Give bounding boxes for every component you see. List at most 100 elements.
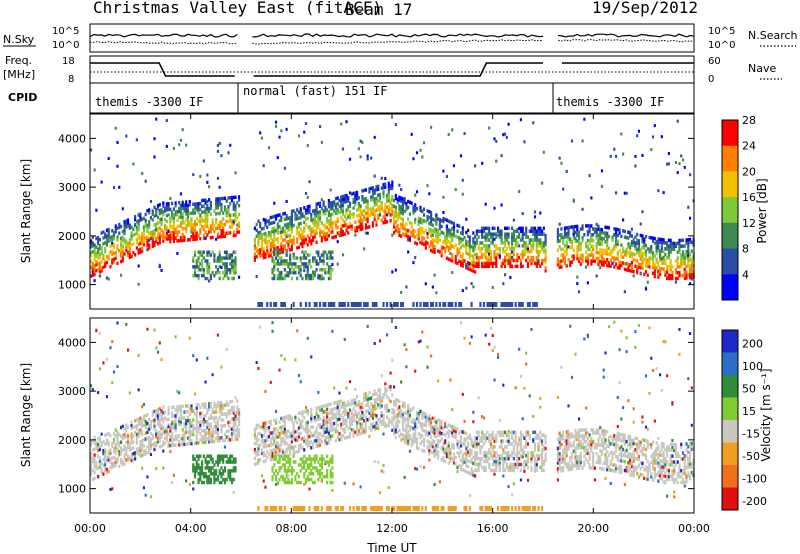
echo-cell — [139, 241, 142, 246]
echo-cell — [348, 408, 352, 412]
echo-cell — [260, 437, 264, 441]
echo-cell — [338, 210, 341, 214]
echo-cell — [269, 245, 272, 249]
echo-cell — [144, 422, 147, 427]
echo-cell — [597, 239, 600, 243]
echo-cell — [232, 201, 235, 206]
echo-cell — [165, 225, 168, 230]
echo-cell — [209, 227, 212, 231]
echo-cell — [146, 427, 149, 432]
echo-cell — [274, 237, 278, 242]
echo-cell — [377, 388, 380, 393]
echo-cell — [331, 212, 334, 216]
echo-cell — [345, 418, 348, 422]
echo-cell — [104, 462, 107, 467]
echo-cell — [331, 221, 334, 225]
echo-cell — [363, 392, 366, 397]
echo-cell — [519, 238, 523, 242]
echo-cell — [354, 202, 357, 207]
echo-cell — [400, 196, 403, 200]
echo-cell — [375, 424, 378, 428]
echo-cell — [206, 233, 209, 237]
echo-cell — [560, 161, 563, 165]
echo-cell — [141, 466, 144, 470]
echo-cell — [200, 219, 204, 223]
echo-cell — [433, 244, 436, 249]
echo-cell — [98, 264, 101, 268]
echo-cell — [470, 245, 473, 249]
echo-cell — [174, 227, 177, 232]
echo-cell — [315, 250, 318, 254]
echo-cell — [222, 262, 225, 266]
echo-cell — [676, 259, 679, 263]
echo-cell — [371, 413, 375, 417]
echo-cell — [222, 418, 225, 422]
echo-cell — [213, 469, 216, 473]
echo-cell — [97, 448, 100, 453]
echo-cell — [200, 411, 204, 416]
echo-cell — [153, 328, 156, 332]
echo-cell — [135, 220, 138, 224]
echo-cell — [273, 214, 276, 219]
echo-cell — [577, 236, 581, 240]
echo-cell — [660, 135, 663, 139]
echo-cell — [112, 449, 116, 454]
echo-cell — [329, 474, 332, 479]
echo-cell — [262, 451, 265, 455]
echo-cell — [181, 442, 184, 447]
echo-cell — [336, 506, 339, 511]
echo-cell — [622, 255, 625, 259]
echo-cell — [259, 221, 262, 226]
echo-cell — [292, 262, 295, 266]
echo-cell — [391, 209, 394, 214]
echo-cell — [338, 408, 341, 413]
echo-cell — [185, 424, 188, 429]
echo-cell — [267, 239, 271, 244]
echo-cell — [345, 386, 348, 390]
echo-cell — [123, 237, 126, 242]
echo-cell — [204, 431, 207, 436]
echo-cell — [280, 454, 283, 458]
echo-cell — [158, 439, 161, 443]
echo-cell — [227, 210, 230, 215]
echo-cell — [199, 216, 202, 220]
echo-cell — [114, 448, 117, 453]
echo-cell — [185, 442, 188, 446]
echo-cell — [179, 224, 183, 228]
echo-cell — [678, 238, 681, 243]
echo-cell — [206, 422, 209, 427]
echo-cell — [588, 230, 591, 234]
echo-cell — [352, 482, 355, 486]
echo-cell — [230, 480, 234, 485]
echo-cell — [229, 457, 232, 461]
echo-cell — [153, 441, 156, 446]
echo-cell — [229, 474, 232, 479]
echo-cell — [178, 419, 181, 424]
echo-cell — [220, 196, 223, 201]
echo-cell — [405, 285, 408, 289]
echo-cell — [341, 232, 345, 237]
echo-cell — [315, 506, 318, 511]
echo-cell — [461, 226, 464, 230]
echo-cell — [530, 247, 533, 251]
echo-cell — [98, 274, 101, 278]
echo-cell — [597, 259, 600, 264]
echo-cell — [197, 204, 200, 209]
echo-cell — [276, 237, 279, 241]
echo-cell — [220, 265, 223, 269]
echo-cell — [690, 275, 693, 280]
echo-cell — [299, 506, 302, 511]
echo-cell — [91, 477, 94, 481]
echo-cell — [306, 268, 309, 272]
echo-cell — [507, 241, 510, 245]
echo-cell — [195, 216, 198, 221]
echo-cell — [276, 253, 279, 257]
echo-cell — [588, 174, 591, 178]
echo-cell — [607, 234, 611, 239]
echo-cell — [204, 201, 207, 205]
echo-cell — [327, 250, 330, 254]
echo-cell — [121, 256, 124, 260]
echo-cell — [329, 425, 332, 430]
echo-cell — [181, 218, 184, 222]
echo-cell — [324, 250, 327, 254]
